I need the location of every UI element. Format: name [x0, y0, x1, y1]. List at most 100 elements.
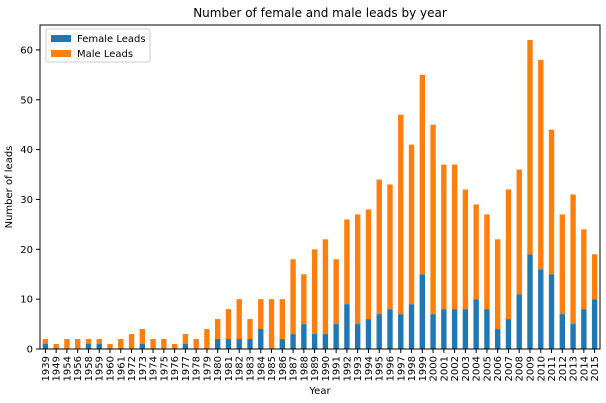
- x-tick-label-1992: 1992: [342, 356, 353, 381]
- y-tick-label-40: 40: [20, 145, 33, 156]
- bar-male-2014: [581, 229, 587, 310]
- x-tick-label-1972: 1972: [127, 356, 138, 381]
- bar-female-1993: [355, 324, 361, 349]
- x-tick-label-1997: 1997: [396, 356, 407, 381]
- bar-male-2013: [570, 194, 576, 325]
- bar-female-1989: [311, 334, 318, 349]
- bar-male-1991: [333, 259, 339, 325]
- x-tick-label-2012: 2012: [558, 356, 569, 381]
- bar-female-2012: [559, 314, 565, 349]
- bar-male-1998: [408, 144, 415, 305]
- x-tick-label-2004: 2004: [472, 356, 483, 381]
- x-tick-label-2013: 2013: [569, 356, 580, 381]
- bar-male-1959: [96, 339, 102, 345]
- bar-female-1994: [365, 319, 372, 349]
- x-tick-label-1961: 1961: [116, 356, 127, 381]
- x-tick-label-1954: 1954: [62, 356, 73, 381]
- bar-female-1982: [236, 339, 242, 349]
- bar-male-2000: [430, 124, 436, 315]
- x-tick-label-1956: 1956: [73, 356, 84, 381]
- bar-male-1979: [204, 329, 210, 349]
- bar-male-1958: [85, 339, 92, 345]
- x-tick-label-1982: 1982: [235, 356, 246, 381]
- bar-female-1995: [376, 314, 382, 349]
- plot-frame: [39, 24, 601, 350]
- bar-female-1988: [301, 324, 307, 349]
- bar-male-1982: [236, 299, 242, 340]
- x-tick-label-1979: 1979: [202, 356, 213, 381]
- bar-female-2010: [538, 269, 544, 349]
- x-tick-label-1985: 1985: [267, 356, 278, 381]
- bar-female-1977: [182, 344, 189, 349]
- x-tick-label-1991: 1991: [332, 356, 343, 381]
- x-tick-label-2014: 2014: [579, 356, 590, 381]
- bar-female-2007: [505, 319, 512, 349]
- bar-male-1996: [387, 184, 393, 310]
- bar-male-1974: [150, 339, 156, 349]
- bar-male-2004: [473, 204, 479, 300]
- bar-female-2001: [441, 309, 447, 349]
- y-axis: 0 10 20 30 40 50 60: [20, 45, 40, 356]
- legend-label-female: Female Leads: [77, 34, 146, 45]
- x-tick-label-2007: 2007: [504, 356, 515, 381]
- bar-female-1987: [290, 334, 296, 349]
- bar-male-1986: [279, 299, 285, 340]
- x-tick-label-2001: 2001: [439, 356, 450, 381]
- bar-male-1995: [376, 179, 382, 315]
- bar-female-1958: [85, 344, 92, 349]
- bar-male-1992: [344, 219, 350, 305]
- x-tick-label-1973: 1973: [138, 356, 149, 381]
- x-tick-label-1949: 1949: [52, 356, 63, 381]
- bar-male-2001: [441, 164, 447, 310]
- bar-female-1996: [387, 309, 393, 349]
- bar-male-1984: [258, 299, 264, 330]
- bars-group: [42, 39, 598, 349]
- x-tick-label-1995: 1995: [375, 356, 386, 381]
- bar-female-1991: [333, 324, 339, 349]
- bar-female-2011: [548, 274, 555, 349]
- bar-male-1989: [311, 249, 318, 335]
- x-tick-label-1980: 1980: [213, 356, 224, 381]
- bar-female-2000: [430, 314, 436, 349]
- bar-male-1980: [215, 319, 221, 340]
- bar-female-2008: [516, 294, 522, 349]
- bar-male-1949: [53, 344, 59, 349]
- bar-male-1985: [268, 299, 275, 349]
- bar-female-2002: [451, 309, 458, 349]
- bar-male-2012: [559, 214, 565, 315]
- bar-male-2010: [538, 59, 544, 270]
- x-tick-label-1984: 1984: [256, 356, 267, 381]
- bar-male-2003: [462, 189, 469, 310]
- bar-female-2003: [462, 309, 469, 349]
- y-axis-title: Number of leads: [4, 146, 15, 229]
- bar-female-2014: [581, 309, 587, 349]
- x-tick-label-1974: 1974: [149, 356, 160, 381]
- bar-male-1972: [128, 334, 135, 349]
- x-tick-label-1986: 1986: [278, 356, 289, 381]
- bar-male-1973: [139, 329, 145, 345]
- x-tick-label-1975: 1975: [159, 356, 170, 381]
- bar-male-1961: [118, 339, 124, 349]
- y-tick-label-0: 0: [27, 345, 33, 356]
- y-tick-label-60: 60: [20, 45, 33, 56]
- bar-male-2009: [527, 39, 533, 255]
- bar-female-1999: [419, 274, 425, 349]
- x-axis-title: Year: [308, 386, 331, 397]
- x-tick-label-1959: 1959: [95, 356, 106, 381]
- legend: Female Leads Male Leads: [45, 28, 151, 63]
- legend-box: [45, 28, 151, 63]
- x-tick-label-1998: 1998: [407, 356, 418, 381]
- bar-male-1939: [42, 339, 49, 345]
- bar-male-2008: [516, 169, 522, 295]
- bar-female-2006: [495, 329, 501, 349]
- x-tick-label-2015: 2015: [590, 356, 601, 381]
- bar-male-2015: [591, 254, 598, 300]
- x-tick-label-1988: 1988: [299, 356, 310, 381]
- bar-male-1990: [322, 239, 329, 335]
- bar-male-1977: [182, 334, 189, 345]
- bar-male-1983: [247, 319, 253, 340]
- bar-male-1988: [301, 274, 307, 325]
- bar-male-1975: [161, 339, 167, 349]
- legend-label-male: Male Leads: [77, 49, 133, 60]
- x-tick-label-1989: 1989: [310, 356, 321, 381]
